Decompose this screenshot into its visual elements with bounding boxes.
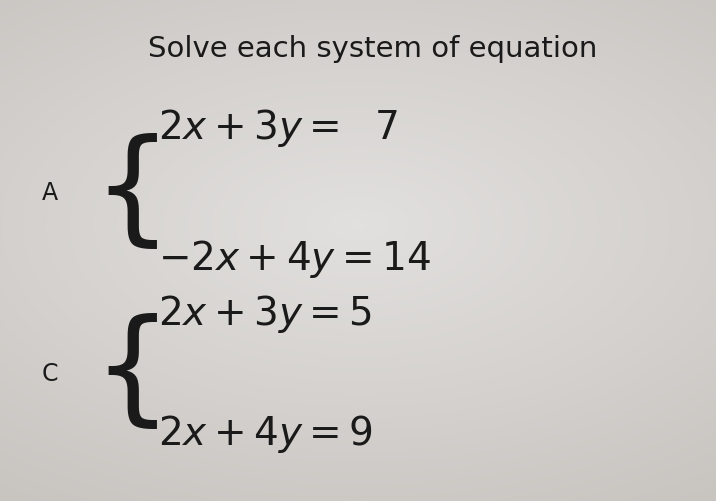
Text: C: C — [42, 361, 59, 385]
Text: A: A — [42, 181, 58, 205]
Text: $-2x+4y=14$: $-2x+4y=14$ — [158, 237, 430, 279]
Text: $\{$: $\{$ — [92, 313, 158, 434]
Text: Solve each system of equation: Solve each system of equation — [147, 35, 597, 63]
Text: $\{$: $\{$ — [92, 132, 158, 254]
Text: $2x+3y=5$: $2x+3y=5$ — [158, 292, 372, 334]
Text: $2x+4y=9$: $2x+4y=9$ — [158, 412, 372, 454]
Text: $2x+3y=\ \ 7$: $2x+3y=\ \ 7$ — [158, 107, 397, 149]
